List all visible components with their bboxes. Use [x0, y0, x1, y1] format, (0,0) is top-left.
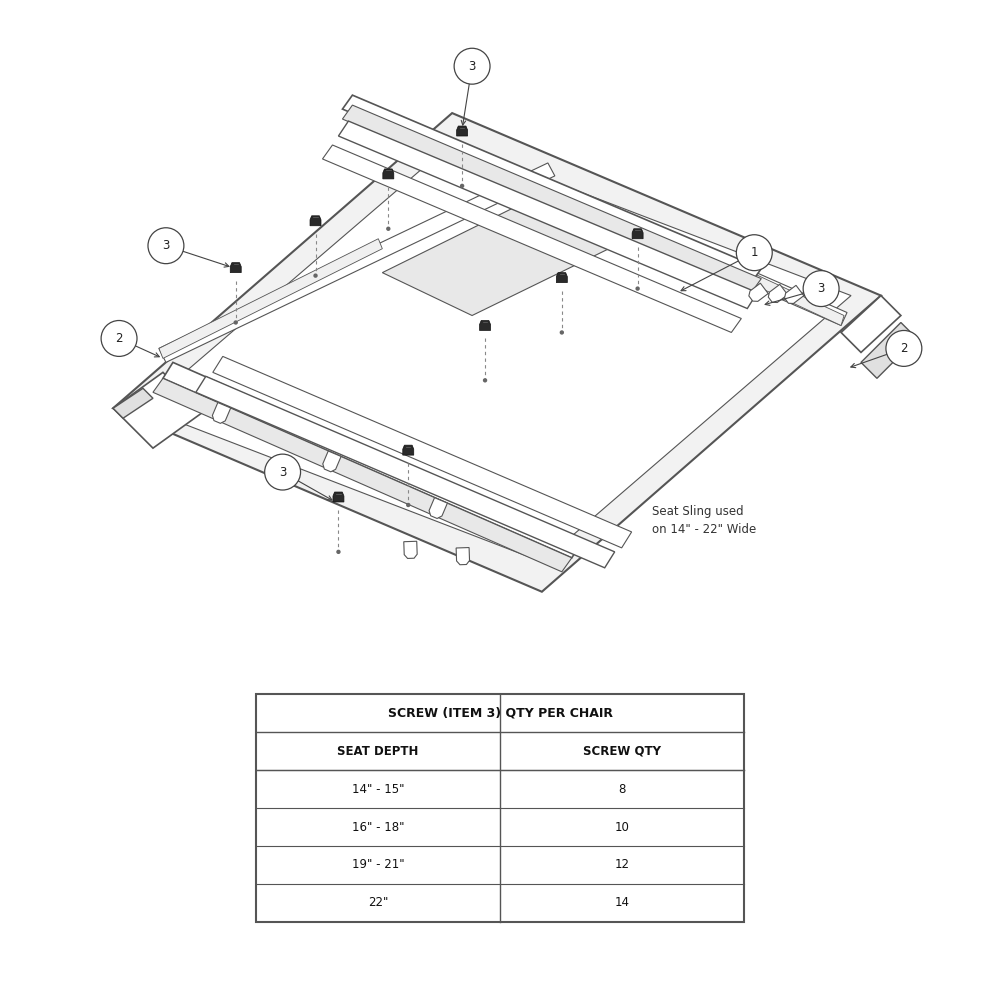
- Polygon shape: [159, 239, 382, 358]
- Circle shape: [635, 286, 640, 291]
- Text: 2: 2: [900, 342, 908, 355]
- Polygon shape: [403, 445, 414, 455]
- Polygon shape: [749, 283, 768, 301]
- Text: SCREW (ITEM 3) QTY PER CHAIR: SCREW (ITEM 3) QTY PER CHAIR: [388, 707, 612, 720]
- Text: SEAT DEPTH: SEAT DEPTH: [337, 745, 419, 758]
- Text: 22": 22": [368, 896, 388, 909]
- Circle shape: [386, 227, 391, 231]
- Polygon shape: [429, 498, 447, 518]
- Circle shape: [406, 503, 410, 507]
- Text: 3: 3: [817, 282, 825, 295]
- Circle shape: [336, 550, 341, 554]
- Text: 16" - 18": 16" - 18": [352, 821, 404, 834]
- Polygon shape: [212, 403, 231, 423]
- Text: 19" - 21": 19" - 21": [352, 858, 404, 871]
- Polygon shape: [159, 163, 555, 362]
- Circle shape: [454, 48, 490, 84]
- Text: 8: 8: [618, 783, 626, 796]
- Bar: [256, 694, 744, 922]
- Text: 1: 1: [751, 246, 758, 259]
- Circle shape: [886, 330, 922, 366]
- Polygon shape: [556, 273, 567, 283]
- Text: 14" - 15": 14" - 15": [352, 783, 404, 796]
- Circle shape: [460, 184, 464, 188]
- Polygon shape: [480, 320, 491, 330]
- Polygon shape: [492, 159, 847, 325]
- Circle shape: [560, 330, 564, 335]
- Polygon shape: [841, 296, 901, 352]
- Text: 14: 14: [615, 896, 630, 909]
- Circle shape: [148, 228, 184, 264]
- Circle shape: [736, 235, 772, 271]
- Polygon shape: [342, 95, 761, 283]
- Circle shape: [803, 271, 839, 307]
- Polygon shape: [457, 126, 468, 136]
- Polygon shape: [642, 223, 844, 325]
- Circle shape: [234, 320, 238, 325]
- Polygon shape: [213, 356, 632, 548]
- Polygon shape: [310, 216, 321, 226]
- Circle shape: [265, 454, 301, 490]
- Polygon shape: [338, 121, 757, 309]
- Polygon shape: [113, 113, 881, 592]
- Polygon shape: [113, 388, 153, 418]
- Polygon shape: [456, 548, 470, 565]
- Polygon shape: [382, 189, 642, 316]
- Polygon shape: [230, 263, 241, 273]
- Polygon shape: [861, 322, 917, 378]
- Polygon shape: [342, 105, 761, 293]
- Polygon shape: [196, 376, 615, 568]
- Polygon shape: [143, 143, 851, 562]
- Polygon shape: [163, 362, 582, 558]
- Polygon shape: [383, 169, 394, 179]
- Polygon shape: [785, 285, 804, 303]
- Polygon shape: [333, 492, 344, 502]
- Circle shape: [101, 320, 137, 356]
- Polygon shape: [323, 451, 341, 472]
- Circle shape: [483, 378, 487, 383]
- Text: Seat Sling used
on 14" - 22" Wide: Seat Sling used on 14" - 22" Wide: [652, 505, 756, 536]
- Polygon shape: [404, 541, 417, 558]
- Text: 12: 12: [615, 858, 630, 871]
- Text: 3: 3: [162, 239, 170, 252]
- Text: 2: 2: [115, 332, 123, 345]
- Text: 3: 3: [279, 466, 286, 479]
- Text: SCREW QTY: SCREW QTY: [583, 745, 661, 758]
- Polygon shape: [153, 378, 572, 572]
- Text: 3: 3: [468, 60, 476, 73]
- Text: 10: 10: [615, 821, 630, 834]
- Polygon shape: [322, 145, 741, 332]
- Circle shape: [313, 273, 318, 278]
- Polygon shape: [632, 229, 643, 239]
- Polygon shape: [113, 372, 203, 448]
- Polygon shape: [768, 284, 788, 303]
